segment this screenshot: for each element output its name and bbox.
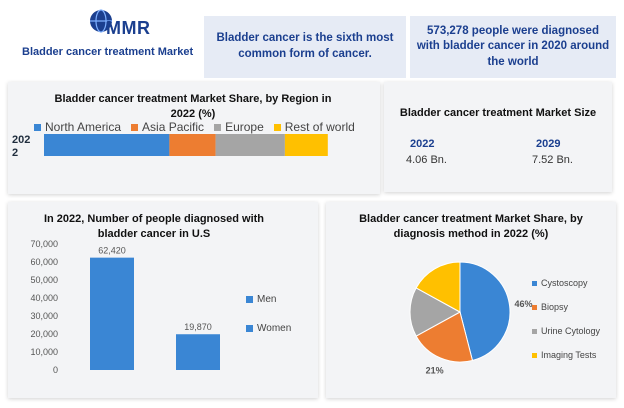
y-tick-label: 50,000 xyxy=(30,275,58,285)
market-size-title: Bladder cancer treatment Market Size xyxy=(399,107,597,119)
region-bar-chart xyxy=(44,134,328,156)
legend-swatch xyxy=(532,280,537,286)
us-chart-panel: In 2022, Number of people diagnosed with… xyxy=(8,202,318,398)
region-chart-panel: Bladder cancer treatment Market Share, b… xyxy=(8,82,380,194)
callout-right: 573,278 people were diagnosed with bladd… xyxy=(410,16,616,78)
legend-label: Women xyxy=(257,323,292,334)
legend-swatch xyxy=(532,352,537,358)
legend-biopsy: Biopsy xyxy=(532,302,600,312)
region-legend: North America Asia Pacific Europe Rest o… xyxy=(34,120,355,134)
legend-urine-cytology: Urine Cytology xyxy=(532,326,600,336)
logo-text: MMR xyxy=(106,18,151,38)
us-bar-chart: 0 10,000 20,000 30,000 40,000 50,000 60,000 70,… xyxy=(30,239,220,375)
legend-europe: Europe xyxy=(214,120,264,134)
diag-chart-panel: Bladder cancer treatment Market Share, b… xyxy=(326,202,616,398)
bar-women xyxy=(176,334,220,370)
y-tick-label: 60,000 xyxy=(30,257,58,267)
globe-icon xyxy=(90,9,112,33)
legend-women: Women xyxy=(246,323,291,334)
pie-slice-cystoscopy xyxy=(459,261,511,362)
y-tick-label: 10,000 xyxy=(30,347,58,357)
callout-left: Bladder cancer is the sixth most common … xyxy=(204,16,406,78)
legend-label: Rest of world xyxy=(284,120,355,134)
bar-segment-asia-pacific xyxy=(169,134,216,156)
bar-segment-north-america xyxy=(44,134,170,156)
y-tick-label: 70,000 xyxy=(30,239,58,249)
legend-swatch xyxy=(34,123,41,131)
market-size-panel: Bladder cancer treatment Market Size 202… xyxy=(384,82,612,192)
data-label: 19,870 xyxy=(184,322,212,332)
legend-swatch xyxy=(532,328,537,334)
legend-label: Biopsy xyxy=(541,302,569,312)
bar-men xyxy=(90,257,134,370)
y-tick-label: 40,000 xyxy=(30,293,58,303)
legend-label: Europe xyxy=(225,120,264,134)
pie-slice-imaging-tests xyxy=(415,261,461,313)
legend-swatch xyxy=(246,296,253,303)
pie-slice-urine-cytology xyxy=(409,287,462,337)
legend-label: Men xyxy=(257,294,277,305)
legend-imaging-tests: Imaging Tests xyxy=(532,350,600,360)
y-tick-label: 20,000 xyxy=(30,329,58,339)
legend-label: Asia Pacific xyxy=(142,120,205,134)
page-title: Bladder cancer treatment Market xyxy=(22,46,194,58)
legend-swatch xyxy=(273,123,281,131)
y-tick-label: 30,000 xyxy=(30,311,58,321)
pie-data-label: 21% xyxy=(426,366,444,376)
market-size-year-2029: 2029 xyxy=(536,138,561,150)
region-year-label: 202 2 xyxy=(12,134,31,159)
legend-label: Urine Cytology xyxy=(541,326,601,336)
legend-swatch xyxy=(532,304,537,310)
market-size-year-2022: 2022 xyxy=(410,138,435,150)
diag-legend: Cystoscopy Biopsy Urine Cytology Imaging… xyxy=(532,278,600,360)
legend-label: Cystoscopy xyxy=(541,278,588,288)
legend-men: Men xyxy=(246,294,291,305)
legend-cystoscopy: Cystoscopy xyxy=(532,278,600,288)
us-legend: Men Women xyxy=(246,294,291,334)
us-chart-title: In 2022, Number of people diagnosed with… xyxy=(43,213,265,240)
bar-segment-europe xyxy=(215,134,285,156)
pie-data-label: 46% xyxy=(514,299,532,309)
legend-label: North America xyxy=(45,120,122,134)
legend-swatch xyxy=(131,123,139,131)
diag-pie-chart: 46% 21% xyxy=(409,261,533,376)
market-size-value-2022: 4.06 Bn. xyxy=(406,154,447,166)
legend-swatch xyxy=(214,123,222,131)
data-label: 62,420 xyxy=(98,246,126,256)
legend-label: Imaging Tests xyxy=(541,350,597,360)
market-size-value-2029: 7.52 Bn. xyxy=(532,154,573,166)
legend-asia-pacific: Asia Pacific xyxy=(131,120,204,134)
logo: MMR xyxy=(88,8,158,44)
legend-north-america: North America xyxy=(34,120,121,134)
bar-segment-rest-of-world xyxy=(284,134,328,156)
pie-slice-biopsy xyxy=(415,311,474,363)
y-tick-label: 0 xyxy=(53,365,58,375)
legend-swatch xyxy=(246,325,253,332)
diag-chart-title: Bladder cancer treatment Market Share, b… xyxy=(359,213,583,240)
region-chart-title: Bladder cancer treatment Market Share, b… xyxy=(54,93,332,120)
legend-rest-of-world: Rest of world xyxy=(273,120,355,134)
